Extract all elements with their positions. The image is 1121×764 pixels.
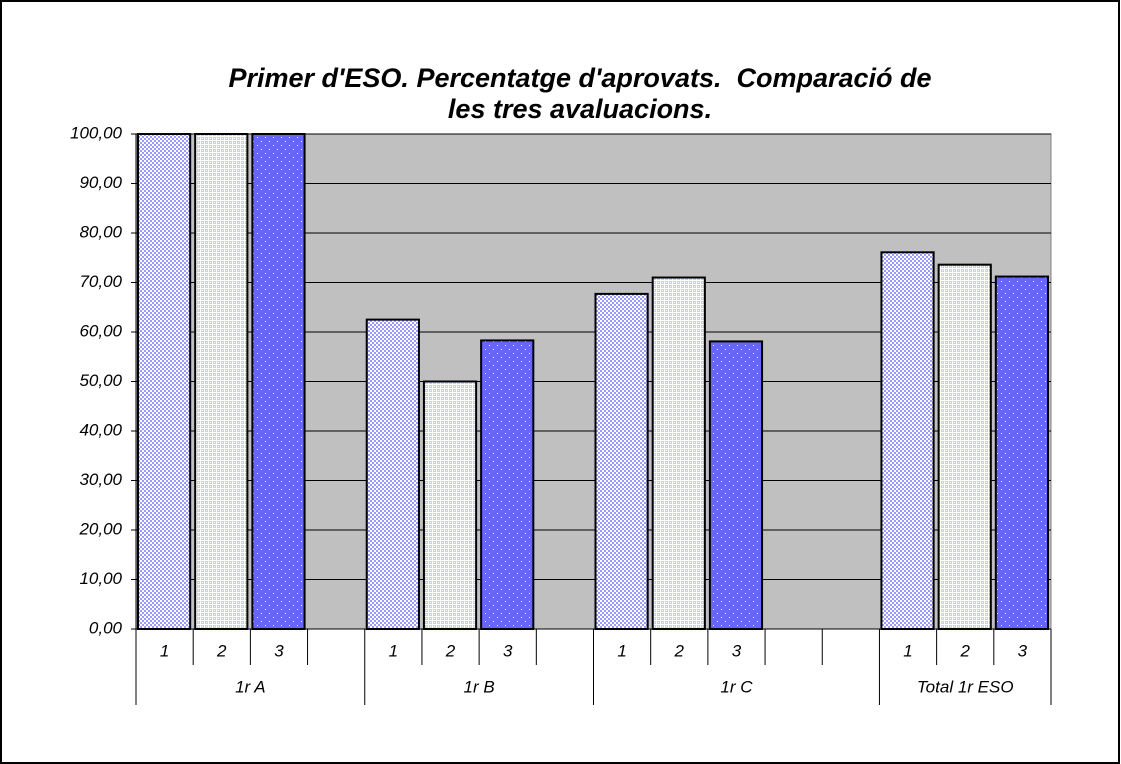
- y-tick-label: 100,00: [70, 123, 123, 142]
- y-tick-label: 90,00: [79, 173, 122, 192]
- x-tick-label: 2: [216, 641, 227, 660]
- y-tick-label: 10,00: [79, 569, 122, 588]
- x-tick-label: 2: [959, 641, 970, 660]
- bar: [651, 276, 706, 630]
- x-tick-label: 3: [732, 641, 742, 660]
- y-tick-label: 30,00: [79, 470, 122, 489]
- x-tick-label: 2: [674, 641, 685, 660]
- bar: [708, 340, 764, 630]
- bar: [194, 133, 249, 630]
- bar: [594, 292, 649, 630]
- bar: [422, 380, 478, 630]
- y-tick-label: 60,00: [79, 321, 122, 340]
- bar: [251, 133, 306, 630]
- bar: [137, 133, 192, 630]
- x-tick-label: 1: [903, 641, 912, 660]
- x-tick-label: 1: [160, 641, 169, 660]
- bar: [880, 251, 935, 630]
- x-tick-label: 2: [445, 641, 456, 660]
- chart-title: Primer d'ESO. Percentatge d'aprovats. Co…: [228, 63, 931, 93]
- x-tick-label: 1: [389, 641, 398, 660]
- bar: [937, 263, 992, 630]
- y-tick-label: 0,00: [89, 618, 123, 637]
- group-label: Total 1r ESO: [917, 677, 1014, 696]
- bar: [994, 275, 1049, 630]
- y-tick-label: 80,00: [79, 222, 122, 241]
- x-tick-label: 1: [617, 641, 626, 660]
- y-tick-label: 70,00: [79, 272, 122, 291]
- chart-title: les tres avaluacions.: [448, 94, 712, 124]
- x-tick-label: 3: [1018, 641, 1028, 660]
- y-tick-label: 50,00: [79, 371, 122, 390]
- x-tick-label: 3: [274, 641, 284, 660]
- bar: [480, 339, 535, 630]
- y-tick-label: 40,00: [79, 420, 122, 439]
- bar: [365, 318, 420, 630]
- group-label: 1r C: [720, 677, 753, 696]
- y-tick-label: 20,00: [78, 519, 122, 538]
- group-label: 1r B: [464, 677, 495, 696]
- x-tick-label: 3: [503, 641, 513, 660]
- group-label: 1r A: [235, 677, 266, 696]
